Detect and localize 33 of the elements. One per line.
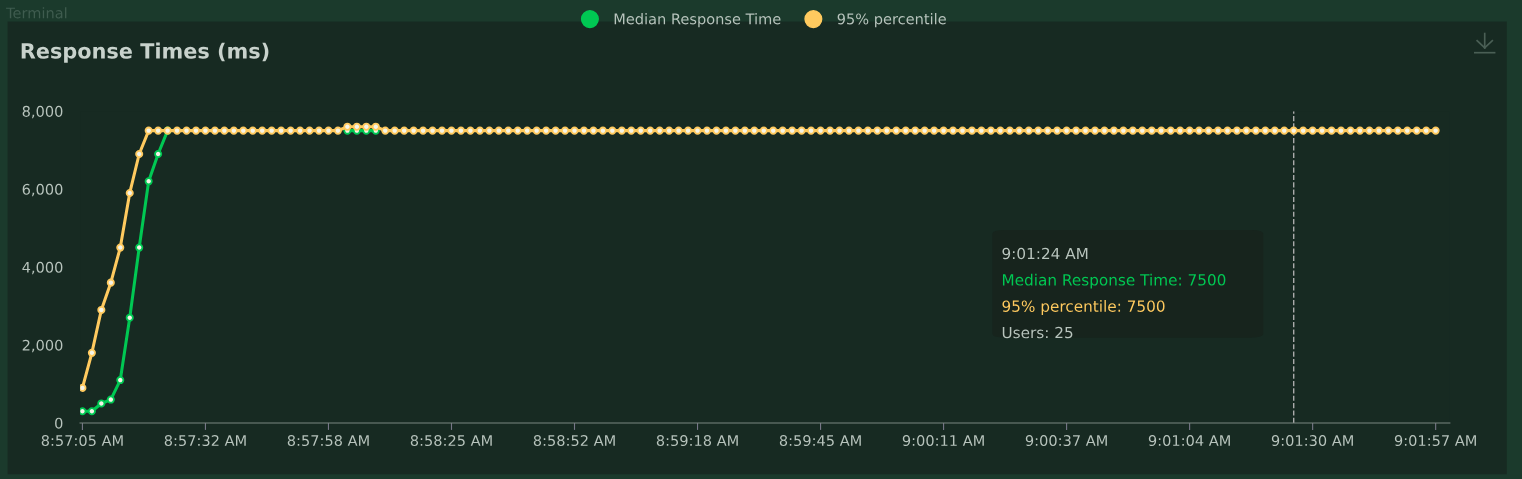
x-tick-label: 8:57:32 AM <box>164 435 246 447</box>
x-tick-label: 9:00:11 AM <box>902 435 984 447</box>
legend-label: Median Response Time <box>614 13 781 28</box>
point <box>80 407 87 416</box>
x-tick-label: 8:57:58 AM <box>287 435 369 447</box>
annotation: 9:01:24 AM <box>1002 247 1088 260</box>
annotation: Median Response Time: 7500 <box>1002 273 1226 289</box>
x-tick-label: 8:59:45 AM <box>779 435 861 447</box>
point <box>125 313 134 322</box>
point <box>97 399 106 408</box>
point <box>87 407 96 416</box>
y-tick-label: 2,000 <box>22 339 63 353</box>
x-tick-label: 9:01:57 AM <box>1394 435 1476 447</box>
x-tick-label: 8:57:05 AM <box>41 435 123 447</box>
point <box>106 395 115 404</box>
x-tick-label: 8:58:52 AM <box>533 435 615 447</box>
chart-title: Response Times (ms) <box>21 42 269 63</box>
x-tick-label: 9:00:37 AM <box>1025 435 1107 447</box>
y-tick-label: 8,000 <box>22 105 63 119</box>
legend-label: 95% percentile <box>837 13 946 28</box>
y-tick-label: 6,000 <box>22 183 63 197</box>
point <box>116 376 125 385</box>
point <box>135 243 144 252</box>
x-tick-label: 8:58:25 AM <box>410 435 492 447</box>
y-tick-label: 4,000 <box>22 261 63 275</box>
annotation: Users: 25 <box>1002 326 1073 339</box>
y-tick-label: 0 <box>55 417 63 429</box>
annotation: 95% percentile: 7500 <box>1002 300 1165 315</box>
point <box>154 149 163 159</box>
point <box>144 177 153 186</box>
x-tick-label: 9:01:30 AM <box>1271 435 1353 447</box>
x-tick-label: 8:59:18 AM <box>656 435 738 447</box>
x-tick-label: 9:01:04 AM <box>1148 435 1230 447</box>
